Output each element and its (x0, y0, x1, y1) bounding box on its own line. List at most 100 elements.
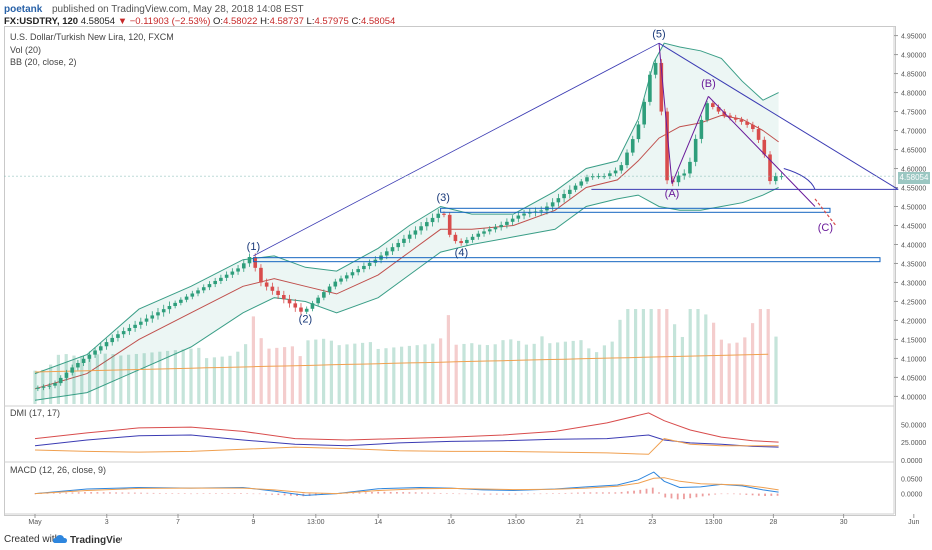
volume-bar (743, 337, 747, 404)
bb-legend[interactable]: BB (20, close, 2) (10, 57, 77, 67)
macd-histogram-bar (508, 493, 511, 495)
y-tick-label: 4.40000 (901, 242, 926, 249)
candle-body (310, 303, 315, 309)
vol-legend[interactable]: Vol (20) (10, 45, 42, 55)
volume-bar (290, 346, 294, 404)
volume-bar (563, 341, 567, 404)
candle-body (527, 212, 532, 214)
candle-body (104, 342, 109, 347)
macd-histogram-bar (221, 493, 224, 494)
volume-bar (751, 323, 755, 404)
macd-histogram-bar (71, 492, 74, 494)
volume-bar (345, 344, 349, 404)
volume-bar (244, 344, 248, 404)
macd-histogram-bar (464, 493, 467, 495)
candle-body (81, 358, 86, 363)
candle-body (465, 239, 469, 244)
wave-label: (A) (665, 188, 680, 200)
candle-body (64, 372, 69, 378)
candle-body (470, 236, 475, 240)
macd-histogram-bar (146, 492, 149, 494)
macd-histogram-bar (676, 493, 679, 500)
macd-histogram-bar (115, 492, 118, 494)
high-label: H: (260, 16, 270, 27)
y-tick-label: 4.10000 (901, 356, 926, 363)
candle-body (196, 290, 200, 294)
macd-histogram-bar (764, 493, 766, 497)
macd-histogram-bar (670, 493, 673, 499)
volume-bar (212, 357, 216, 404)
volume-bar (431, 343, 435, 404)
candle-body (116, 334, 120, 338)
macd-histogram-bar (158, 493, 161, 494)
published-info: published on TradingView.com, May 28, 20… (52, 4, 304, 15)
macd-histogram-bar (389, 491, 392, 494)
macd-histogram-bar (271, 493, 274, 495)
macd-histogram-bar (558, 493, 561, 494)
candle-body (58, 377, 63, 384)
candle-body (425, 222, 429, 227)
volume-bar (259, 338, 263, 404)
resistance-level-box[interactable] (440, 207, 831, 213)
candle-body (568, 189, 572, 194)
dmi-line (34, 438, 779, 455)
x-tick-label: 13:00 (705, 519, 723, 526)
x-tick-label: 21 (576, 519, 584, 526)
volume-bar (33, 370, 37, 404)
candle-body (585, 177, 589, 182)
wave-label: (3) (436, 192, 449, 204)
volume-bar (205, 358, 209, 404)
author-name[interactable]: poetank (4, 4, 43, 15)
volume-bar (501, 340, 505, 404)
candle-body (190, 293, 195, 297)
candle-body (150, 315, 155, 319)
macd-histogram-bar (127, 492, 130, 494)
candle-body (751, 124, 755, 130)
macd-histogram-bar (626, 491, 629, 494)
volume-bar (493, 344, 497, 404)
volume-bar (719, 339, 723, 404)
candle-body (287, 299, 292, 304)
volume-bar (712, 322, 716, 404)
x-tick-label: 28 (770, 519, 778, 526)
support-level-box[interactable] (252, 257, 881, 263)
candle-body (213, 280, 217, 285)
candle-body (350, 272, 355, 276)
macd-histogram-bar (65, 492, 68, 494)
triangle-top-line[interactable] (658, 42, 899, 190)
candle-body (70, 367, 74, 373)
macd-histogram-bar (165, 493, 167, 494)
macd-histogram-bar (414, 492, 417, 494)
bb-fill (35, 43, 779, 401)
macd-histogram-bar (633, 490, 635, 494)
macd-legend[interactable]: MACD (12, 26, close, 9) (10, 465, 107, 475)
macd-histogram-bar (46, 493, 49, 494)
macd-histogram-bar (152, 492, 155, 494)
candle-body (436, 213, 441, 218)
candle-body (430, 217, 435, 223)
macd-histogram-bar (514, 493, 517, 495)
dmi-tick-label: 0.0000 (901, 458, 923, 465)
macd-histogram-bar (620, 491, 623, 494)
volume-bar (727, 343, 731, 404)
candle-body (613, 170, 618, 174)
volume-bar (88, 355, 92, 404)
volume-bar (72, 355, 76, 404)
macd-histogram-bar (564, 492, 567, 494)
macd-line (34, 471, 779, 496)
y-tick-label: 4.05000 (901, 375, 926, 382)
candle-body (270, 286, 275, 291)
macd-histogram-bar (658, 492, 660, 494)
macd-histogram-bar (208, 493, 211, 494)
x-tick-label: 16 (447, 519, 455, 526)
candle-body (236, 268, 240, 272)
candle-body (384, 251, 389, 256)
macd-histogram-bar (258, 493, 261, 495)
dmi-legend[interactable]: DMI (17, 17) (10, 408, 61, 418)
volume-bar (454, 344, 458, 404)
tradingview-logo[interactable]: TradingView (52, 532, 129, 549)
y-tick-label: 4.45000 (901, 223, 926, 230)
macd-histogram-bar (776, 493, 779, 496)
volume-bar (142, 353, 146, 404)
